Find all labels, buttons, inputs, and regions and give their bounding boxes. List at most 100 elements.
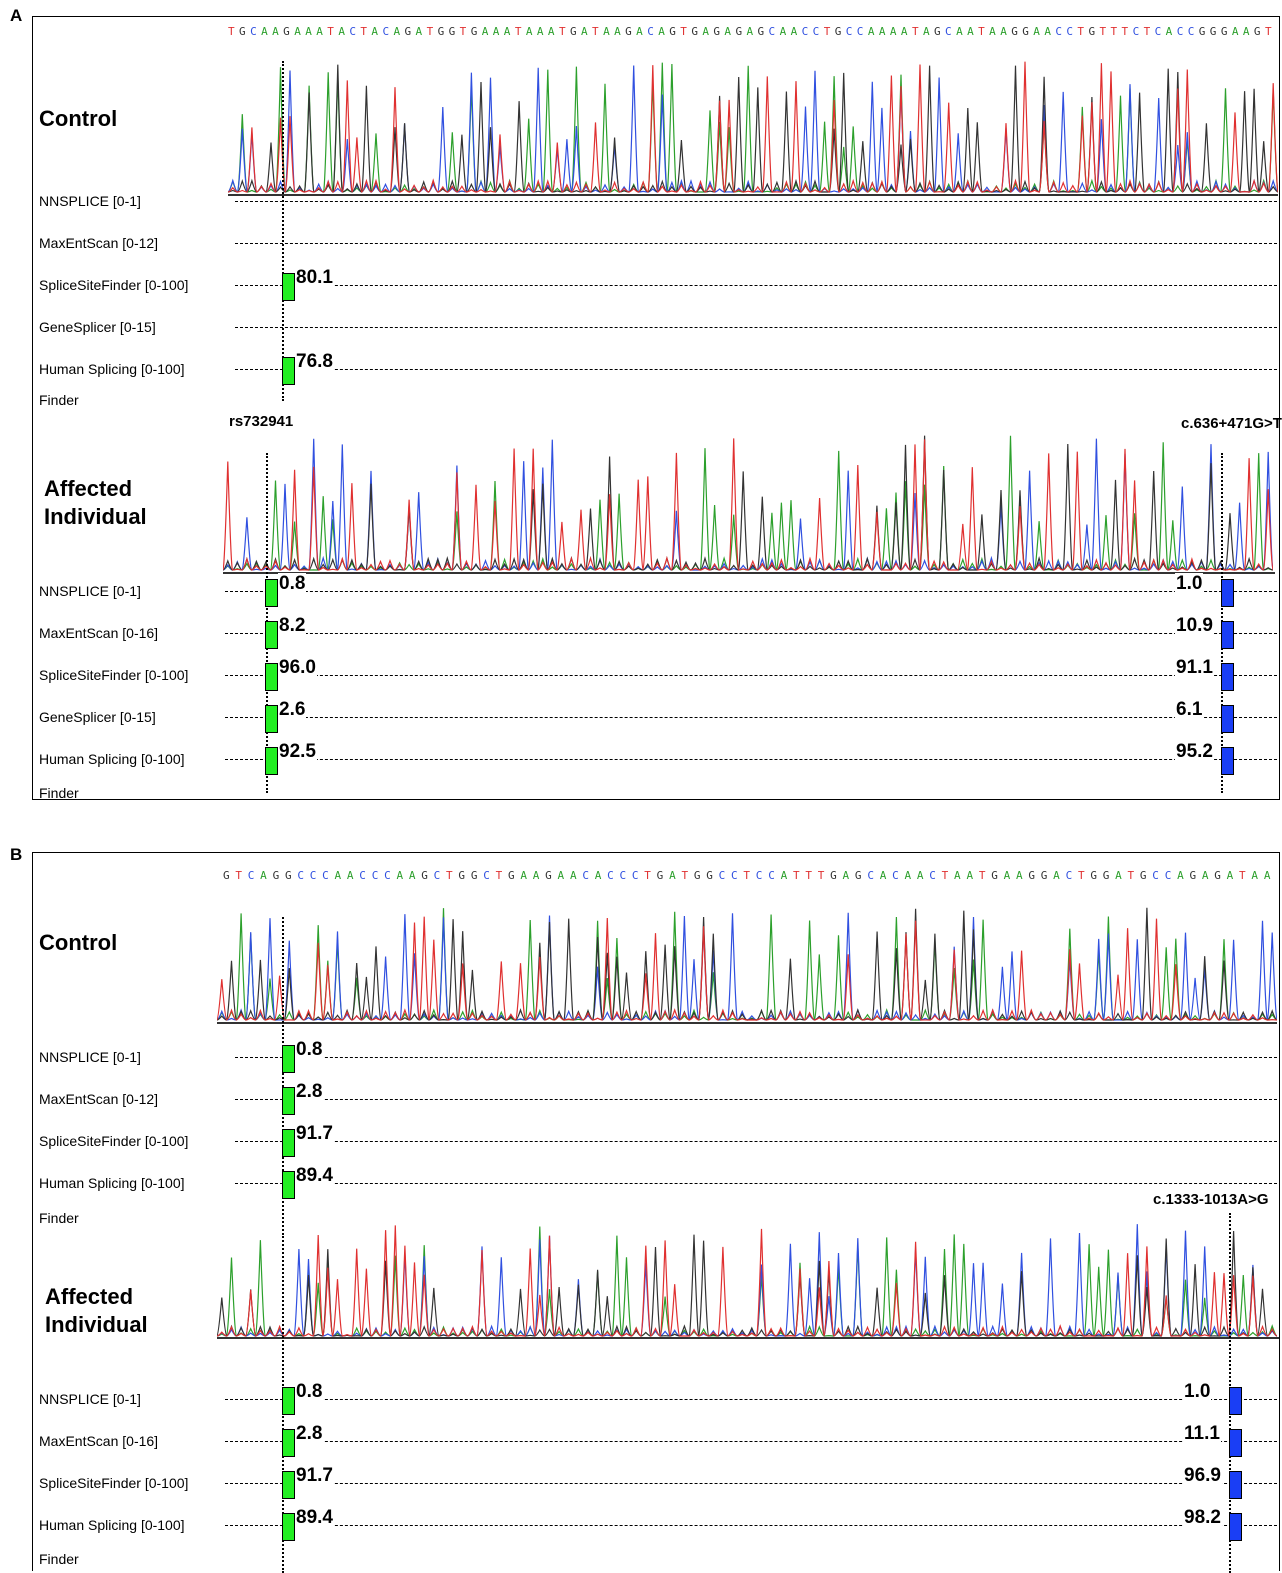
panel-a-control-row-label: Human Splicing [0-100] [39,361,185,377]
trace-channel [223,438,1273,571]
panel-a-control-row-dashes [235,369,1277,370]
panel-a-affected-variant-box [1221,663,1234,691]
panel-b-control-row-label: Human Splicing [0-100] [39,1175,185,1191]
panel-b-affected-label: Affected Individual [45,1284,148,1337]
panel-a-affected-baseline [223,572,1275,574]
panel-b-control-reference-box [282,1171,295,1199]
panel-b-affected-reference-score: 91.7 [295,1465,334,1487]
panel-a-affected-row-dashes [225,633,1277,634]
panel-b-control-row: MaxEntScan [0-12] 2.8 [39,1081,1277,1115]
panel-b-affected-row-label: NNSPLICE [0-1] [39,1391,141,1407]
panel-a-affected-row-label: NNSPLICE [0-1] [39,583,141,599]
panel-a-affected-variant-box [1221,705,1234,733]
panel-b-affected-baseline [217,1337,1279,1339]
panel-b-control-label: Control [39,930,118,955]
trace-channel [223,435,1273,571]
panel-a-affected-reference-box [265,705,278,733]
panel-a-affected-row-label: SpliceSiteFinder [0-100] [39,667,189,683]
panel-a-affected-variant-score: 91.1 [1175,657,1214,679]
panel-a-control-finder: Finder [39,392,79,408]
panel-b-control-row-label: SpliceSiteFinder [0-100] [39,1133,189,1149]
panel-a-control-row-label: MaxEntScan [0-12] [39,235,159,251]
panel-a-control-row: NNSPLICE [0-1] [39,187,1277,215]
panel-a-control-row: MaxEntScan [0-12] [39,229,1277,257]
panel-a-control-baseline [228,194,1278,196]
panel-a-affected-finder: Finder [39,785,79,801]
panel-a-affected-variant-score: 1.0 [1175,573,1204,595]
panel-b-affected-variant-box [1229,1471,1242,1499]
panel-a-control-row-dashes [235,285,1277,286]
panel-b-control-row-dashes [235,1141,1277,1142]
panel-b-affected-reference-box [282,1471,295,1499]
trace-channel [217,916,1277,1021]
panel-a-affected-row: Human Splicing [0-100] 92.5 95.2 [39,741,1277,775]
panel-b-control-row-dashes [235,1057,1277,1058]
panel-b: GTCAGGCCCAACCCAAGCTGGCTGAAGAACACCCTGATGG… [32,852,1280,1573]
panel-a-control-row: SpliceSiteFinder [0-100] 80.1 [39,267,1277,301]
panel-a-affected-reference-box [265,621,278,649]
panel-a-affected-variant-score: 6.1 [1175,699,1204,721]
panel-a-left-variant: rs732941 [229,413,294,430]
panel-b-sequence: GTCAGGCCCAACCCAAGCTGGCTGAAGAACACCCTGATGG… [223,869,1277,882]
panel-a-letter: A [10,6,23,25]
panel-a-control-label: Control [39,106,118,131]
trace-channel [217,1224,1277,1337]
panel-b-control-row-label: NNSPLICE [0-1] [39,1049,141,1065]
panel-a-control-trace [228,61,1278,193]
panel-b-affected-row: Human Splicing [0-100] 89.4 98.2 [39,1507,1277,1541]
panel-a-affected-reference-score: 92.5 [278,741,317,763]
panel-a-control-row-label: GeneSplicer [0-15] [39,319,156,335]
panel-a-affected-label: Affected Individual [44,476,147,529]
panel-b-affected-reference-box [282,1513,295,1541]
panel-b-control-reference-box [282,1129,295,1157]
panel-a-right-variant: c.636+471G>T [1181,415,1282,432]
panel-b-affected-reference-box [282,1429,295,1457]
panel-b-affected-row: MaxEntScan [0-16] 2.8 11.1 [39,1423,1277,1457]
panel-b-affected-reference-score: 0.8 [295,1381,324,1403]
panel-b-right-variant: c.1333-1013A>G [1153,1191,1269,1208]
panel-b-affected-row-label: MaxEntScan [0-16] [39,1433,159,1449]
panel-b-affected-variant-score: 96.9 [1183,1465,1222,1487]
panel-b-affected-row-label: Human Splicing [0-100] [39,1517,185,1533]
panel-b-affected-row: SpliceSiteFinder [0-100] 91.7 96.9 [39,1465,1277,1499]
panel-b-control-marker [282,917,284,1235]
trace-channel [228,61,1278,193]
panel-b-control-reference-score: 89.4 [295,1165,334,1187]
panel-b-control-baseline [217,1022,1277,1024]
trace-channel [217,907,1277,1021]
trace-channel [217,908,1277,1021]
trace-channel [228,64,1278,193]
panel-a-control-row-dashes [235,201,1277,202]
panel-a-control-row-dashes [235,243,1277,244]
panel-a-control-row-label: SpliceSiteFinder [0-100] [39,277,189,293]
panel-b-control-reference-score: 2.8 [295,1081,324,1103]
trace-channel [228,62,1278,193]
panel-a-affected-reference-box [265,663,278,691]
panel-a-control-marker [282,61,284,401]
panel-a: TGCAAGAAATACTACAGATGGTGAAATAAATGATAAGACA… [32,16,1282,801]
panel-a-sequence: TGCAAGAAATACTACAGATGGTGAAATAAATGATAAGACA… [228,25,1276,38]
panel-a-affected-trace [223,435,1273,571]
panel-b-affected-variant-score: 98.2 [1183,1507,1222,1529]
panel-b-control-row: Human Splicing [0-100] 89.4 [39,1165,1277,1199]
panel-a-affected-variant-box [1221,579,1234,607]
panel-b-control-row-label: MaxEntScan [0-12] [39,1091,159,1107]
panel-b-control-row: NNSPLICE [0-1] 0.8 [39,1039,1277,1073]
panel-a-affected-variant-box [1221,621,1234,649]
panel-b-affected-reference-score: 89.4 [295,1507,334,1529]
panel-b-affected-row-dashes [225,1525,1277,1526]
panel-a-affected-row-dashes [225,675,1277,676]
panel-a-control-row-label: NNSPLICE [0-1] [39,193,141,209]
panel-a-control-reference-box [282,273,295,301]
panel-b-affected-variant-box [1229,1429,1242,1457]
panel-a-affected-row: SpliceSiteFinder [0-100] 96.0 91.1 [39,657,1277,691]
panel-b-control-reference-box [282,1087,295,1115]
trace-channel [217,912,1277,1021]
panel-b-control-finder: Finder [39,1210,79,1226]
panel-a-control-reference-score: 80.1 [295,267,334,289]
panel-b-affected-reference-score: 2.8 [295,1423,324,1445]
panel-a-control-row: GeneSplicer [0-15] [39,313,1277,341]
panel-a-affected-row-label: GeneSplicer [0-15] [39,709,156,725]
panel-a-control-row: Human Splicing [0-100] 76.8 [39,351,1277,385]
trace-channel [223,435,1273,571]
